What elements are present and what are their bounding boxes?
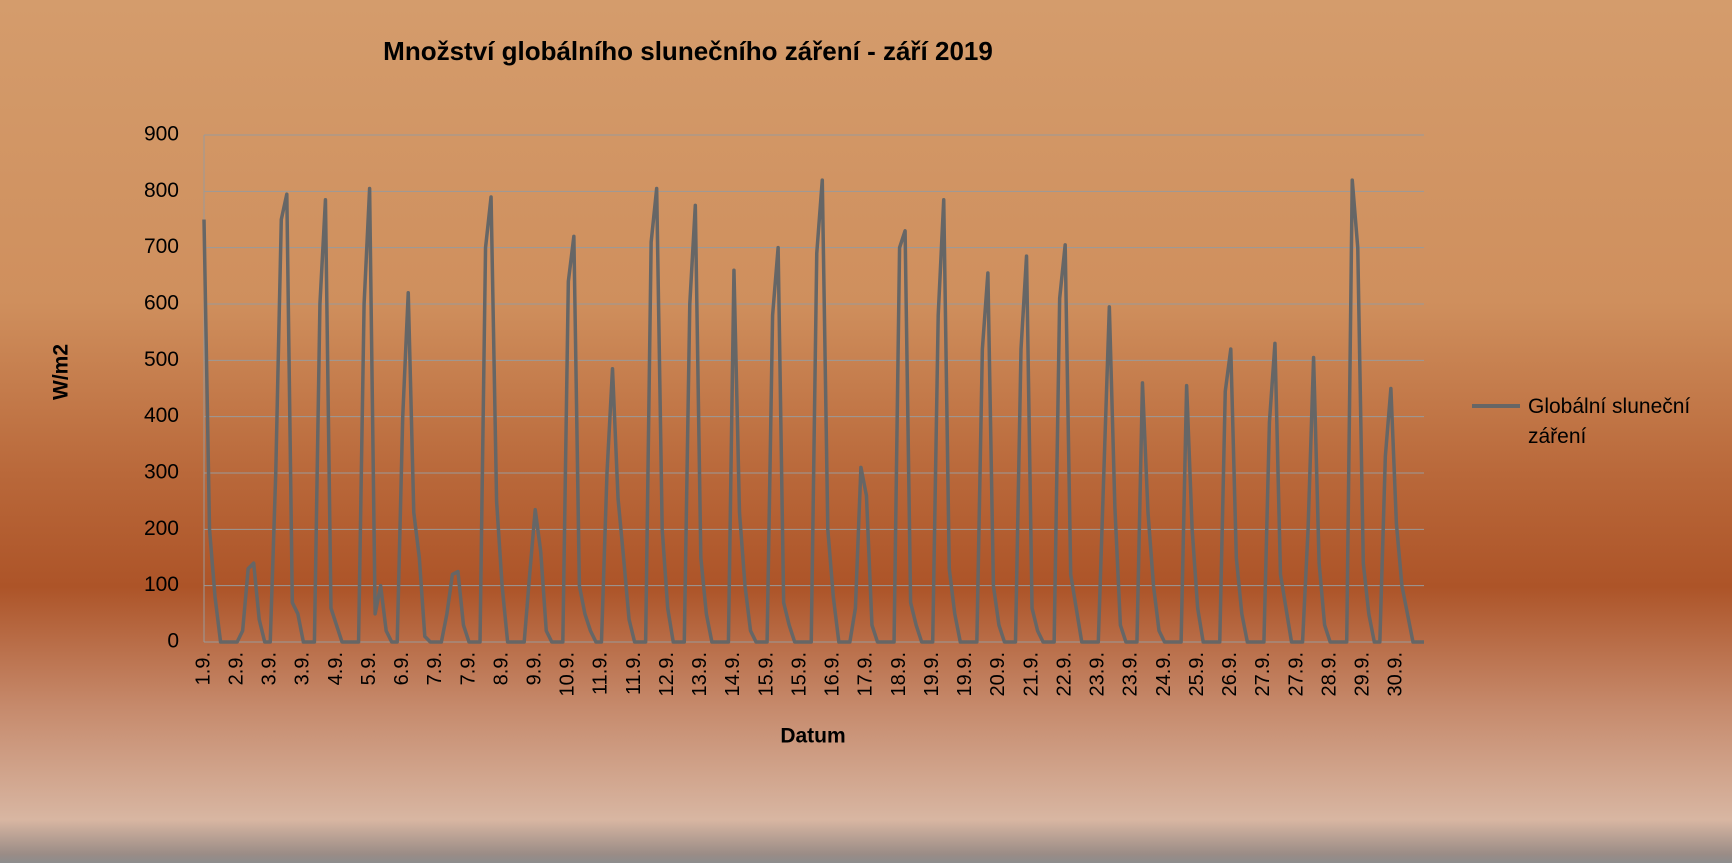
x-tick-label: 10.9. bbox=[557, 652, 579, 696]
x-tick-label: 13.9. bbox=[689, 652, 711, 696]
x-tick-label: 30.9. bbox=[1385, 652, 1407, 696]
x-tick-label: 25.9. bbox=[1186, 652, 1208, 696]
x-tick-label: 23.9. bbox=[1120, 652, 1142, 696]
x-tick-label: 7.9. bbox=[424, 652, 446, 685]
x-tick-label: 6.9. bbox=[391, 652, 413, 685]
y-axis-label: W/m2 bbox=[50, 344, 73, 400]
x-tick-label: 19.9. bbox=[954, 652, 976, 696]
x-tick-label: 23.9. bbox=[1087, 652, 1109, 696]
y-tick-label: 100 bbox=[144, 573, 179, 596]
x-tick-label: 12.9. bbox=[656, 652, 678, 696]
x-tick-label: 3.9. bbox=[259, 652, 281, 685]
x-tick-label: 15.9. bbox=[788, 652, 810, 696]
x-tick-label: 3.9. bbox=[292, 652, 314, 685]
x-tick-label: 21.9. bbox=[1020, 652, 1042, 696]
x-axis-label: Datum bbox=[780, 725, 845, 748]
x-tick-label: 27.9. bbox=[1252, 652, 1274, 696]
x-tick-label: 24.9. bbox=[1153, 652, 1175, 696]
x-tick-label: 8.9. bbox=[490, 652, 512, 685]
chart-title: Množství globálního slunečního záření - … bbox=[383, 36, 993, 66]
x-tick-label: 18.9. bbox=[888, 652, 910, 696]
x-tick-label: 16.9. bbox=[822, 652, 844, 696]
x-tick-label: 5.9. bbox=[358, 652, 380, 685]
x-tick-label: 19.9. bbox=[921, 652, 943, 696]
x-tick-label: 11.9. bbox=[623, 652, 645, 695]
x-tick-label: 17.9. bbox=[855, 652, 877, 696]
x-tick-label: 15.9. bbox=[755, 652, 777, 696]
y-tick-label: 700 bbox=[144, 235, 179, 258]
y-tick-label: 400 bbox=[144, 404, 179, 427]
x-tick-label: 7.9. bbox=[457, 652, 479, 685]
y-tick-label: 300 bbox=[144, 461, 179, 484]
x-tick-label: 2.9. bbox=[225, 652, 247, 685]
x-tick-label: 26.9. bbox=[1219, 652, 1241, 696]
x-tick-label: 27.9. bbox=[1285, 652, 1307, 696]
y-tick-label: 0 bbox=[167, 630, 179, 653]
x-tick-label: 20.9. bbox=[987, 652, 1009, 696]
y-tick-label: 600 bbox=[144, 292, 179, 315]
x-tick-label: 22.9. bbox=[1053, 652, 1075, 696]
x-tick-label: 1.9. bbox=[192, 652, 214, 685]
x-tick-label: 28.9. bbox=[1318, 652, 1340, 696]
y-tick-label: 500 bbox=[144, 348, 179, 371]
x-tick-label: 11.9. bbox=[590, 652, 612, 695]
data-line bbox=[202, 178, 1424, 644]
y-tick-label: 900 bbox=[144, 123, 179, 146]
x-tick-label: 14.9. bbox=[722, 652, 744, 696]
legend-label: Globální sluneční záření bbox=[1528, 395, 1691, 448]
x-tick-label: 9.9. bbox=[524, 652, 546, 685]
x-tick-label: 29.9. bbox=[1352, 652, 1374, 696]
y-tick-label: 200 bbox=[144, 517, 179, 540]
x-tick-label: 4.9. bbox=[325, 652, 347, 685]
y-tick-label: 800 bbox=[144, 179, 179, 202]
